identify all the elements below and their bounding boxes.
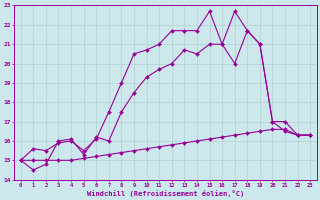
X-axis label: Windchill (Refroidissement éolien,°C): Windchill (Refroidissement éolien,°C) (87, 190, 244, 197)
